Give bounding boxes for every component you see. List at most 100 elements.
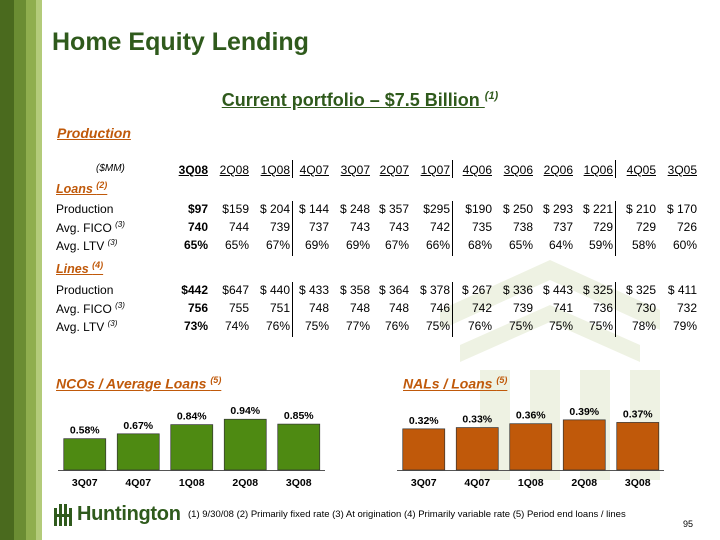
loans-cell: 69%	[345, 238, 370, 252]
loans-cell: $ 144	[298, 202, 329, 216]
column-header-1Q06: 1Q06	[583, 163, 613, 177]
loans-row-0: Production $97 $159 $ 204 $ 144 $ 248 $ 357 $29…	[52, 202, 712, 218]
table-header-row: ($MM) 3Q08 2Q08 1Q08 4Q07 3Q07 2Q07 1Q07 4Q06 3Q…	[52, 163, 712, 179]
lines-cell: 75%	[425, 319, 450, 333]
lines-cell: $ 443	[542, 283, 573, 297]
lines-cell: 73%	[183, 319, 208, 333]
column-header-2Q08: 2Q08	[219, 163, 249, 177]
bar	[455, 427, 499, 471]
lines-row-2: Avg. LTV (3) 73% 74% 76% 75% 77% 76% 75% 76% 75% 7…	[52, 319, 712, 335]
footnotes: (1) 9/30/08 (2) Primarily fixed rate (3)…	[188, 509, 626, 520]
loans-cell: 739	[269, 220, 290, 234]
lines-cell: 751	[269, 301, 290, 315]
lines-cell: 78%	[631, 319, 656, 333]
lines-row-0: Production $442 $647 $ 440 $ 433 $ 358 $ 364 $ …	[52, 283, 712, 299]
loans-cell: 743	[388, 220, 409, 234]
loans-heading-text: Loans	[56, 182, 97, 197]
lines-cell: $ 325	[625, 283, 656, 297]
loans-row-label-footnote: (3)	[115, 220, 125, 229]
lines-cell: 741	[552, 301, 573, 315]
data-label: 0.32%	[409, 415, 439, 427]
loans-cell: 65%	[508, 238, 533, 252]
nco-heading: NCOs / Average Loans (5)	[56, 375, 221, 392]
year-separator-line	[292, 201, 293, 256]
loans-cell: 58%	[631, 238, 656, 252]
lines-row-label-text: Avg. FICO	[56, 302, 116, 316]
lines-cell: $ 378	[419, 283, 450, 297]
column-header-4Q06: 4Q06	[462, 163, 492, 177]
lines-cell: $ 325	[582, 283, 613, 297]
loans-cell: 742	[429, 220, 450, 234]
bar	[170, 424, 214, 471]
data-label: 0.94%	[230, 405, 260, 417]
nco-chart: 0.58% 3Q07 0.67% 4Q07 0.84% 1Q08 0.94% 2Q08 0.85…	[55, 398, 325, 496]
lines-cell: 756	[187, 301, 208, 315]
lines-cell: 746	[429, 301, 450, 315]
category-label: 2Q08	[232, 477, 258, 489]
loans-cell: 64%	[548, 238, 573, 252]
nal-heading: NALs / Loans (5)	[403, 375, 507, 392]
loans-cell: $97	[187, 202, 208, 216]
page-title: Home Equity Lending	[52, 28, 309, 56]
year-separator-line	[292, 282, 293, 337]
lines-cell: $ 358	[339, 283, 370, 297]
loans-cell: 65%	[224, 238, 249, 252]
lines-row-label-footnote: (3)	[115, 301, 125, 310]
bar	[277, 423, 321, 471]
column-header-2Q06: 2Q06	[543, 163, 573, 177]
lines-cell: $ 411	[667, 283, 697, 297]
loans-heading: Loans (2)	[56, 180, 107, 196]
lines-cell: 76%	[384, 319, 409, 333]
category-label: 4Q07	[125, 477, 151, 489]
loans-cell: 68%	[467, 238, 492, 252]
data-label: 0.39%	[569, 406, 599, 418]
category-label: 3Q07	[411, 477, 437, 489]
loans-cell: 65%	[183, 238, 208, 252]
lines-cell: 742	[471, 301, 492, 315]
loans-cell: 729	[592, 220, 613, 234]
left-stripe-light	[26, 0, 36, 540]
column-header-2Q07: 2Q07	[379, 163, 409, 177]
bar	[63, 438, 107, 471]
lines-cell: 732	[676, 301, 697, 315]
year-separator-line	[452, 282, 453, 337]
huntington-logo: Huntington	[54, 503, 181, 526]
loans-cell: 740	[187, 220, 208, 234]
nco-heading-text: NCOs / Average Loans	[56, 375, 211, 392]
lines-cell: 79%	[672, 319, 697, 333]
category-label: 3Q08	[286, 477, 312, 489]
loans-row-label: Avg. LTV (3)	[56, 238, 117, 253]
loans-cell: 735	[471, 220, 492, 234]
lines-row-label: Avg. LTV (3)	[56, 319, 117, 334]
lines-row-label: Avg. FICO (3)	[56, 301, 125, 316]
column-header-4Q07: 4Q07	[299, 163, 329, 177]
loans-row-label-text: Avg. FICO	[56, 221, 116, 235]
lines-row-label: Production	[56, 283, 113, 297]
lines-cell: $647	[222, 283, 249, 297]
lines-cell: 736	[592, 301, 613, 315]
column-header-3Q07: 3Q07	[340, 163, 370, 177]
lines-cell: 755	[228, 301, 249, 315]
loans-row-label-text: Avg. LTV	[56, 239, 108, 253]
column-header-4Q05: 4Q05	[626, 163, 656, 177]
year-separator-line	[292, 160, 293, 178]
column-header-3Q08: 3Q08	[178, 163, 208, 177]
loans-cell: $ 250	[502, 202, 533, 216]
year-separator-line	[452, 160, 453, 178]
data-label: 0.33%	[462, 414, 492, 426]
loans-row-label-footnote: (3)	[107, 238, 118, 247]
loans-row-1: Avg. FICO (3) 740 744 739 737 743 743 742 735 738…	[52, 220, 712, 236]
year-separator-line	[615, 160, 616, 178]
loans-cell: 738	[512, 220, 533, 234]
bar	[616, 422, 660, 471]
loans-cell: 737	[552, 220, 573, 234]
loans-row-label-text: Production	[56, 202, 114, 216]
lines-row-1: Avg. FICO (3) 756 755 751 748 748 748 746 742 739…	[52, 301, 712, 317]
subtitle-text: Current portfolio – $7.5 Billion	[221, 90, 485, 110]
loans-cell: 67%	[265, 238, 290, 252]
bar	[223, 418, 267, 471]
column-header-3Q06: 3Q06	[503, 163, 533, 177]
category-label: 1Q08	[518, 477, 544, 489]
left-stripe-mid	[14, 0, 26, 540]
nal-heading-text: NALs / Loans	[403, 375, 497, 392]
